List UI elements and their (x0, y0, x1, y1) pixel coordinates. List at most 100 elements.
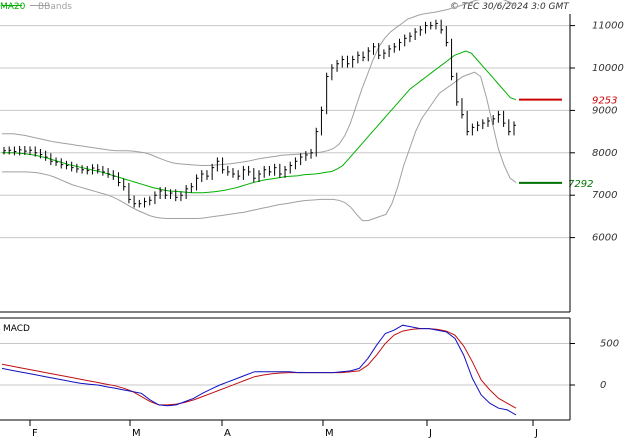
price-bar (419, 26, 423, 36)
price-bar (248, 165, 251, 176)
price-bar (346, 55, 350, 68)
price-bar (97, 164, 100, 174)
price-bar (331, 64, 334, 81)
price-bar (399, 38, 402, 51)
price-bar (81, 165, 85, 174)
price-gridlines (0, 25, 570, 239)
price-bar (492, 115, 496, 125)
price-bar (352, 55, 355, 68)
price-bar (45, 150, 48, 161)
price-bar (253, 168, 256, 183)
price-bar (227, 165, 230, 176)
price-bar (91, 164, 95, 175)
price-bar (300, 153, 303, 166)
price-plot-area (0, 14, 570, 312)
price-tick-label: 9000 (592, 105, 617, 116)
x-tick-label: J (428, 428, 432, 439)
price-bar (263, 165, 267, 178)
price-bar (86, 165, 90, 175)
price-bar (123, 178, 126, 191)
macd-signal-line (1, 328, 517, 409)
price-bar (310, 148, 314, 159)
price-bar (102, 165, 105, 176)
bb-lower-line (2, 71, 517, 222)
price-bar (65, 160, 69, 170)
bollinger-bands (2, 0, 517, 222)
price-levels: 9253 7292 (519, 96, 617, 190)
price-bar (242, 165, 246, 180)
macd-tick-label: 0 (600, 380, 606, 391)
price-bar (133, 195, 137, 208)
price-bar (477, 121, 480, 132)
price-bar (430, 21, 433, 30)
price-bar (383, 49, 386, 60)
price-bar (289, 161, 293, 174)
price-bar (471, 123, 475, 136)
price-bar (211, 163, 215, 180)
price-bar (8, 146, 12, 155)
price-bar (362, 51, 366, 62)
price-bar (294, 157, 298, 170)
x-tick-label: A (224, 428, 231, 439)
macd-title: MACD (3, 324, 30, 334)
price-bar (190, 182, 194, 193)
price-y-axis: 6000 7000 8000 9000 10000 11000 (570, 21, 624, 244)
price-tick-label: 7000 (592, 190, 617, 201)
price-bar (112, 170, 116, 180)
macd-line (1, 324, 517, 416)
price-bar (451, 38, 454, 81)
price-bar (388, 45, 392, 57)
price-bar (367, 47, 371, 62)
price-bar (393, 42, 397, 53)
price-bar (175, 189, 178, 202)
price-bar (274, 163, 277, 176)
level-label: 7292 (568, 179, 593, 190)
x-tick-label: M (132, 428, 141, 439)
price-bar (71, 161, 74, 172)
price-bar (284, 165, 288, 178)
data-credit: © TEC 30/6/2024 3:0 GMT (450, 2, 570, 12)
price-bar (409, 32, 412, 43)
price-bar (414, 28, 418, 41)
price-bar (466, 110, 470, 136)
ma20-legend-label: MA20 (0, 2, 26, 12)
price-bar (497, 110, 501, 123)
macd-tick-label: 500 (600, 339, 619, 350)
price-bar (185, 185, 189, 200)
price-bar (425, 21, 428, 34)
ma20-swatch (2, 5, 22, 6)
price-bar (170, 189, 173, 200)
price-bar (216, 157, 220, 172)
price-bar (404, 34, 407, 47)
macd-panel: MACD 0 500 F M A M J J (0, 317, 619, 439)
price-bar (60, 158, 64, 169)
price-bar (341, 55, 345, 68)
bbands-legend-label: BBands (38, 2, 72, 12)
price-bar (19, 146, 22, 156)
bbands-swatch (30, 5, 50, 6)
price-panel: 9253 7292 6000 7000 8000 9000 10000 11000 (0, 0, 624, 313)
price-bar (435, 19, 438, 30)
price-bar (445, 26, 449, 47)
price-bar (378, 42, 381, 60)
price-bar (24, 146, 27, 155)
price-bar (456, 72, 459, 106)
price-bar (39, 148, 43, 159)
price-bar (305, 151, 308, 161)
price-bar (326, 72, 329, 115)
price-tick-label: 8000 (592, 148, 617, 159)
price-bar (164, 187, 168, 200)
macd-y-axis: 0 500 (570, 339, 619, 391)
level-label: 9253 (592, 96, 617, 107)
bb-upper-line (2, 0, 517, 166)
price-bar (13, 146, 17, 156)
price-bar (180, 191, 183, 202)
price-bar (128, 182, 131, 204)
price-bar (461, 98, 464, 119)
price-bar (76, 163, 79, 173)
price-bar (279, 163, 282, 178)
price-bar (440, 19, 444, 34)
x-tick-label: J (534, 428, 538, 439)
